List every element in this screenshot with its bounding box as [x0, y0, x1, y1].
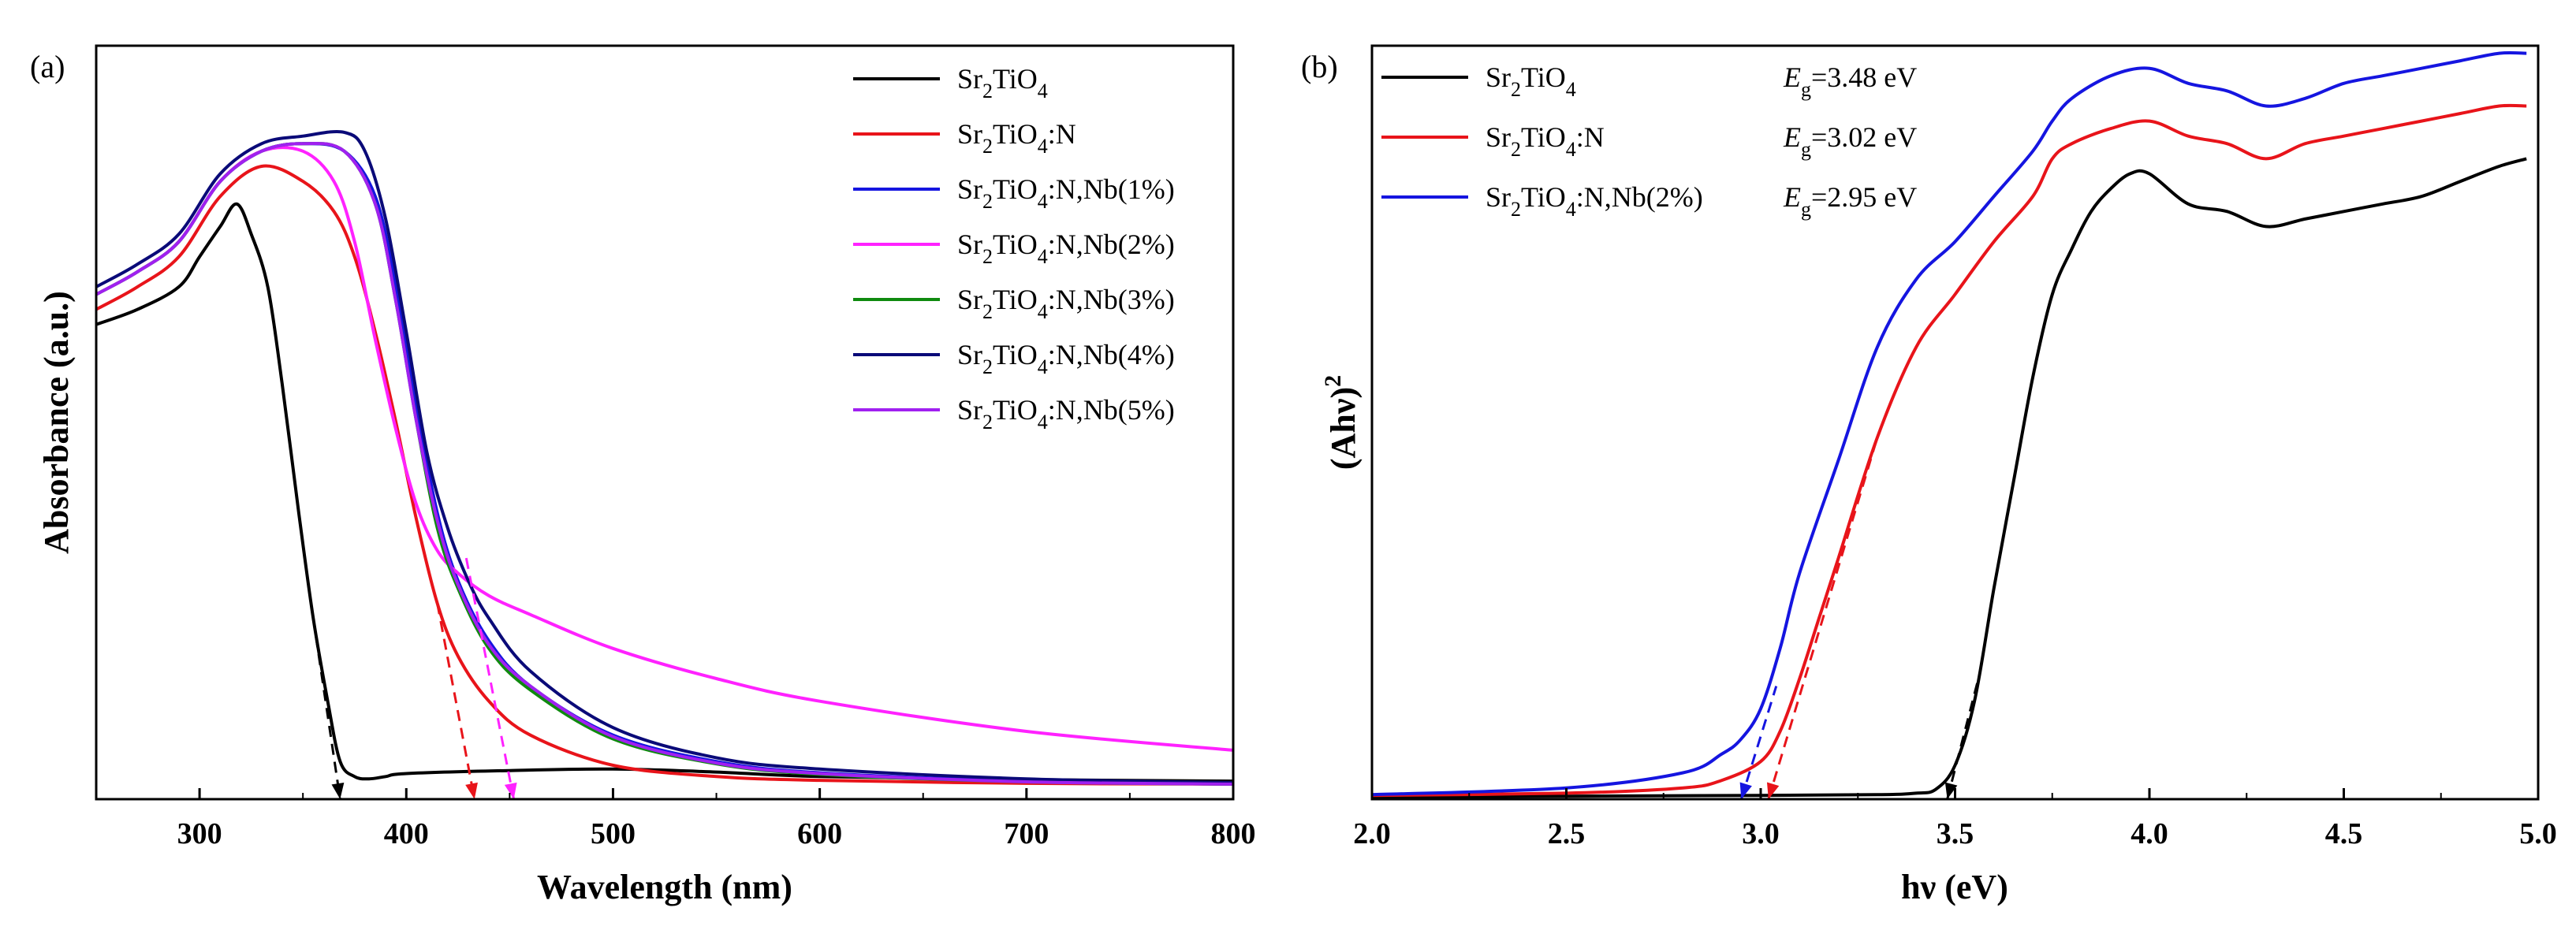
panel-a-x-tick-label: 700 — [1004, 817, 1049, 850]
panel-b-series-sr2tio4-n — [1372, 103, 2527, 798]
legend-label: Sr2TiO4 — [957, 63, 1048, 102]
panel-a-tangent-line-1 — [311, 618, 341, 799]
panel-b-legend-entry-sr2tio4-n-nb-2: Sr2TiO4:N,Nb(2%) Eg=2.95 eV — [1381, 181, 1917, 221]
panel-b-chart: (b) 2.0 2.5 3.0 3.5 4.0 4.5 5.0 hν (eV) (Ahν)2… — [1301, 44, 2557, 906]
legend-eg-value: Eg=3.48 eV — [1783, 61, 1917, 101]
panel-a-tangent-arrow-2 — [465, 782, 478, 799]
legend-label: Sr2TiO4:N,Nb(5%) — [957, 394, 1175, 433]
panel-b-x-tick-label: 4.5 — [2325, 817, 2363, 850]
panel-b-label: (b) — [1301, 49, 1338, 84]
panel-a-legend-entry-sr2tio4-n-nb-5: Sr2TiO4:N,Nb(5%) — [853, 394, 1175, 433]
panel-b-x-tick-label: 3.0 — [1742, 817, 1780, 850]
panel-a-legend-entry-sr2tio4-n-nb-2: Sr2TiO4:N,Nb(2%) — [853, 229, 1175, 268]
panel-a-tangent-arrow-1 — [331, 783, 345, 799]
panel-a-x-tick-label: 800 — [1211, 817, 1256, 850]
panel-b-series-sr2tio4 — [1372, 157, 2527, 799]
panel-a-series-sr2tio4-n — [96, 164, 1233, 786]
panel-a-tangent-line-3 — [464, 557, 516, 799]
panel-b-x-tick-label: 2.5 — [1548, 817, 1586, 850]
panel-b-legend-entry-sr2tio4: Sr2TiO4 Eg=3.48 eV — [1381, 61, 1917, 101]
panel-b-tangent-line-1 — [1946, 678, 1980, 799]
legend-label: Sr2TiO4:N — [957, 118, 1076, 158]
panel-b-tangent-line-3 — [1739, 686, 1778, 799]
panel-b-x-tick-label: 4.0 — [2131, 817, 2168, 850]
panel-a-x-tick-label: 400 — [384, 817, 429, 850]
panel-b-tangent-arrow-3 — [1739, 782, 1752, 799]
panel-a-legend-entry-sr2tio4-n: Sr2TiO4:N — [853, 118, 1076, 158]
panel-a-label: (a) — [30, 49, 65, 84]
panel-a-legend-entry-sr2tio4-n-nb-3: Sr2TiO4:N,Nb(3%) — [853, 284, 1175, 323]
panel-b-plot-frame — [1370, 44, 2540, 801]
panel-b-x-tick-label: 2.0 — [1353, 817, 1391, 850]
panel-a-series-sr2tio4-n-nb-5 — [96, 141, 1233, 786]
panel-a-x-axis-label: Wavelength (nm) — [537, 868, 792, 906]
panel-a-tangent-line-2 — [436, 603, 476, 799]
legend-label: Sr2TiO4:N — [1486, 121, 1605, 161]
panel-a-legend-entry-sr2tio4: Sr2TiO4 — [853, 63, 1048, 102]
panel-b-y-axis-label: (Ahν)2 — [1320, 375, 1363, 470]
panel-b-x-tick-label: 5.0 — [2519, 817, 2557, 850]
panel-a-series-sr2tio4 — [96, 202, 1233, 783]
panel-a-x-tick-label: 500 — [591, 817, 636, 850]
panel-a-x-tick-label: 300 — [177, 817, 222, 850]
panel-a-tangent-arrow-3 — [504, 782, 517, 799]
legend-label: Sr2TiO4:N,Nb(3%) — [957, 284, 1175, 323]
panel-b-legend-entry-sr2tio4-n: Sr2TiO4:N Eg=3.02 eV — [1381, 121, 1917, 161]
legend-eg-value: Eg=3.02 eV — [1783, 121, 1917, 161]
panel-a-plot-frame — [95, 44, 1235, 801]
panel-b-x-tick-label: 3.5 — [1937, 817, 1974, 850]
panel-b-tangent-arrow-1 — [1944, 782, 1958, 799]
panel-b-tangent-line-2 — [1767, 437, 1879, 799]
panel-a-y-axis-label: Absorbance (a.u.) — [37, 291, 76, 554]
legend-label: Sr2TiO4 — [1486, 61, 1576, 101]
legend-label: Sr2TiO4:N,Nb(1%) — [957, 173, 1175, 213]
panel-a-x-tick-label: 600 — [797, 817, 842, 850]
legend-label: Sr2TiO4:N,Nb(2%) — [1486, 181, 1703, 221]
panel-a-legend-entry-sr2tio4-n-nb-4: Sr2TiO4:N,Nb(4%) — [853, 339, 1175, 378]
legend-label: Sr2TiO4:N,Nb(2%) — [957, 229, 1175, 268]
legend-label: Sr2TiO4:N,Nb(4%) — [957, 339, 1175, 378]
panel-a-series-sr2tio4-n-nb-4 — [96, 130, 1233, 784]
panel-b-x-axis-label: hν (eV) — [1901, 868, 2008, 906]
panel-a-chart: (a) 300 400 500 600 700 800 Wavelength (nm) A… — [30, 44, 1256, 906]
legend-eg-value: Eg=2.95 eV — [1783, 181, 1917, 221]
panel-b-series-sr2tio4-n-nb-2 — [1372, 50, 2527, 797]
panel-b-tangent-arrow-2 — [1766, 782, 1780, 799]
panel-a-legend-entry-sr2tio4-n-nb-1: Sr2TiO4:N,Nb(1%) — [853, 173, 1175, 213]
